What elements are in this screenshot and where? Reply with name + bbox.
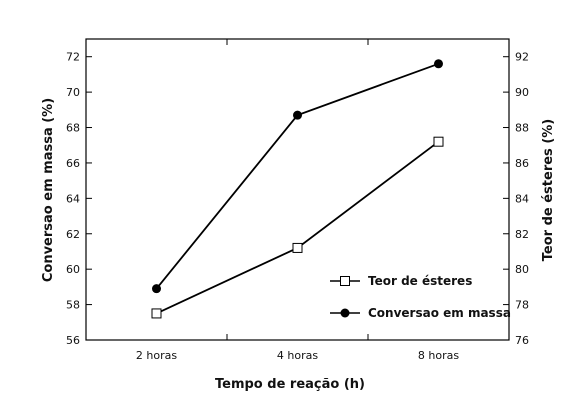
tick-x-label: 2 horas xyxy=(136,349,177,362)
legend-label-teor: Teor de ésteres xyxy=(368,274,472,288)
legend-label-conversao: Conversao em massa xyxy=(368,306,511,320)
y-axis-title-right: Teor de ésteres (%) xyxy=(541,119,556,261)
series-point-0 xyxy=(292,242,303,253)
tick-right-label: 76 xyxy=(515,334,529,347)
series-point-1 xyxy=(152,284,161,294)
legend-marker-teor xyxy=(340,276,350,286)
series-group xyxy=(151,59,444,319)
legend: Teor de ésteres Conversao em massa xyxy=(330,274,511,320)
series-point-1 xyxy=(434,59,443,69)
x-axis-ticks: 2 horas 4 horas 8 horas xyxy=(136,39,459,362)
x-axis-title: Tempo de reação (h) xyxy=(215,377,365,392)
tick-right-label: 84 xyxy=(515,192,529,205)
series-point-0 xyxy=(151,308,162,319)
tick-right-label: 90 xyxy=(515,86,529,99)
plot-frame xyxy=(85,38,510,341)
series-point-1 xyxy=(293,110,302,120)
tick-right-label: 88 xyxy=(515,122,529,135)
tick-left-label: 58 xyxy=(66,299,80,312)
tick-right-label: 92 xyxy=(515,51,529,64)
series-point-0 xyxy=(433,136,444,147)
tick-left-label: 60 xyxy=(66,263,80,276)
tick-right-label: 78 xyxy=(515,299,529,312)
y-axis-title-left: Conversao em massa (%) xyxy=(41,98,56,282)
right-axis-ticks: 76 78 80 82 84 86 88 90 92 xyxy=(503,51,529,347)
tick-left-label: 66 xyxy=(66,157,80,170)
tick-right-label: 82 xyxy=(515,228,529,241)
series-line-1 xyxy=(155,62,439,290)
left-axis-ticks: 56 58 60 62 64 66 68 70 72 xyxy=(66,51,92,347)
tick-right-label: 86 xyxy=(515,157,529,170)
tick-x-label: 8 horas xyxy=(418,349,459,362)
tick-x-label: 4 horas xyxy=(277,349,318,362)
tick-left-label: 62 xyxy=(66,228,80,241)
tick-left-label: 70 xyxy=(66,86,80,99)
legend-marker-conversao xyxy=(340,308,350,318)
tick-left-label: 64 xyxy=(66,192,80,205)
tick-left-label: 68 xyxy=(66,122,80,135)
tick-left-label: 72 xyxy=(66,51,80,64)
tick-right-label: 80 xyxy=(515,263,529,276)
tick-left-label: 56 xyxy=(66,334,80,347)
